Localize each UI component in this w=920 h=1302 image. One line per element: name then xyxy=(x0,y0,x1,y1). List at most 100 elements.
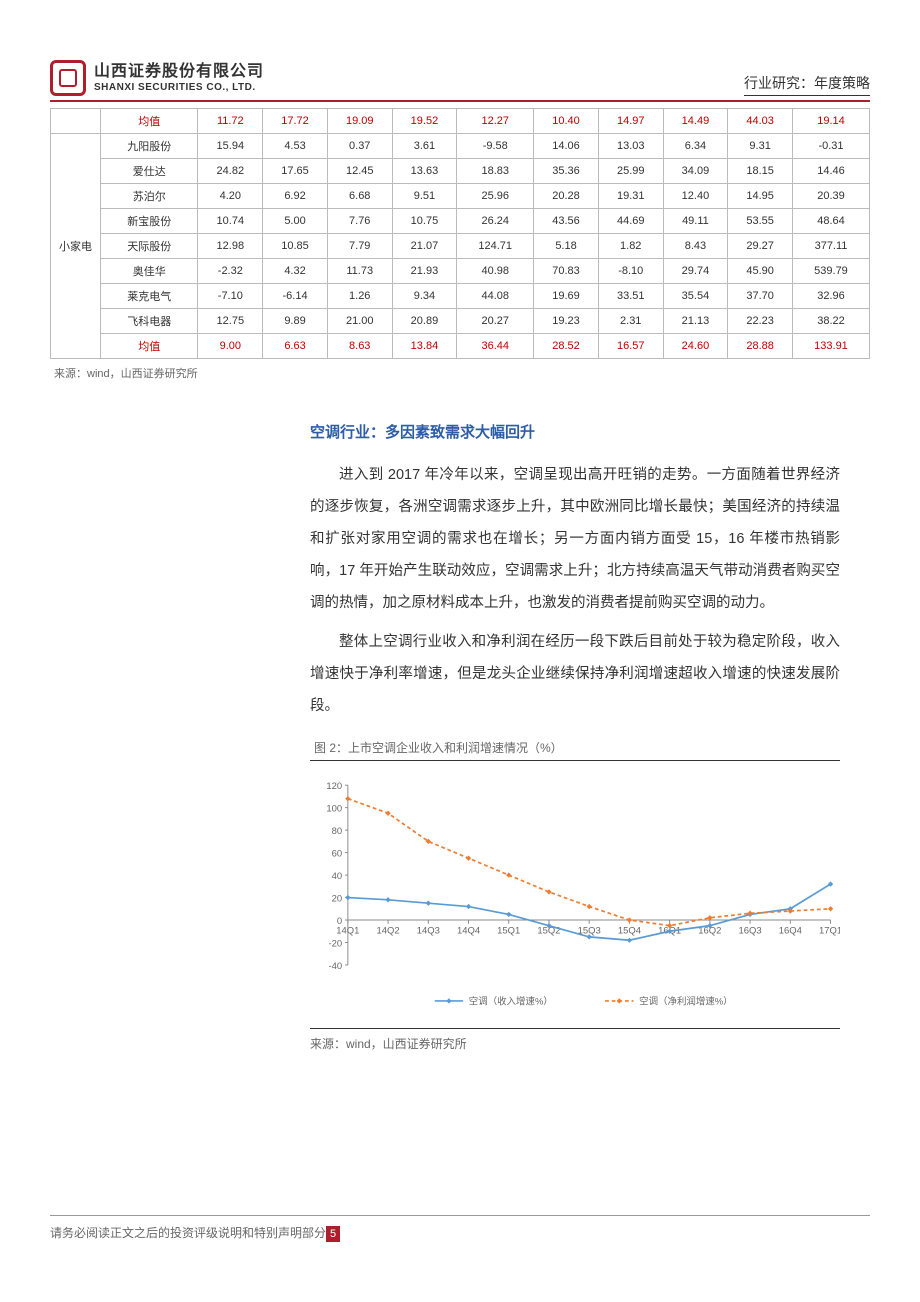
svg-text:15Q4: 15Q4 xyxy=(618,925,641,936)
value-cell: 24.60 xyxy=(663,334,728,359)
value-cell: 28.52 xyxy=(534,334,599,359)
svg-text:空调（收入增速%）: 空调（收入增速%） xyxy=(469,996,553,1008)
value-cell: 25.96 xyxy=(457,184,534,209)
value-cell: 8.43 xyxy=(663,234,728,259)
value-cell: 19.09 xyxy=(327,109,392,134)
value-cell: 13.63 xyxy=(392,159,457,184)
value-cell: 13.84 xyxy=(392,334,457,359)
value-cell: 45.90 xyxy=(728,259,793,284)
value-cell: 16.57 xyxy=(598,334,663,359)
page-number: 5 xyxy=(326,1226,340,1242)
value-cell: 29.74 xyxy=(663,259,728,284)
svg-text:14Q2: 14Q2 xyxy=(377,925,400,936)
value-cell: 19.31 xyxy=(598,184,663,209)
section-heading: 空调行业：多因素致需求大幅回升 xyxy=(310,421,840,442)
value-cell: 21.00 xyxy=(327,309,392,334)
value-cell: 37.70 xyxy=(728,284,793,309)
value-cell: 28.88 xyxy=(728,334,793,359)
value-cell: 6.63 xyxy=(263,334,328,359)
value-cell: 6.92 xyxy=(263,184,328,209)
table-row: 天际股份12.9810.857.7921.07124.715.181.828.4… xyxy=(51,234,870,259)
value-cell: 24.82 xyxy=(198,159,263,184)
value-cell: 18.83 xyxy=(457,159,534,184)
svg-text:40: 40 xyxy=(332,871,343,882)
value-cell: 0.37 xyxy=(327,134,392,159)
value-cell: 539.79 xyxy=(792,259,869,284)
value-cell: 43.56 xyxy=(534,209,599,234)
svg-text:17Q1: 17Q1 xyxy=(819,925,840,936)
value-cell: 8.63 xyxy=(327,334,392,359)
value-cell: 20.39 xyxy=(792,184,869,209)
value-cell: 11.73 xyxy=(327,259,392,284)
value-cell: -6.14 xyxy=(263,284,328,309)
value-cell: 6.68 xyxy=(327,184,392,209)
table-row: 奥佳华-2.324.3211.7321.9340.9870.83-8.1029.… xyxy=(51,259,870,284)
paragraph: 进入到 2017 年冷年以来，空调呈现出高开旺销的走势。一方面随着世界经济的逐步… xyxy=(310,460,840,619)
svg-text:14Q3: 14Q3 xyxy=(417,925,440,936)
row-name-cell: 九阳股份 xyxy=(101,134,198,159)
value-cell: 44.08 xyxy=(457,284,534,309)
table-row: 爱仕达24.8217.6512.4513.6318.8335.3625.9934… xyxy=(51,159,870,184)
value-cell: -8.10 xyxy=(598,259,663,284)
value-cell: 6.34 xyxy=(663,134,728,159)
value-cell: 11.72 xyxy=(198,109,263,134)
value-cell: 14.46 xyxy=(792,159,869,184)
value-cell: 48.64 xyxy=(792,209,869,234)
value-cell: 20.27 xyxy=(457,309,534,334)
value-cell: 7.76 xyxy=(327,209,392,234)
value-cell: 14.95 xyxy=(728,184,793,209)
value-cell: 19.23 xyxy=(534,309,599,334)
paragraph: 整体上空调行业收入和净利润在经历一段下跌后目前处于较为稳定阶段，收入增速快于净利… xyxy=(310,627,840,723)
value-cell: 7.79 xyxy=(327,234,392,259)
table-row: 新宝股份10.745.007.7610.7526.2443.5644.6949.… xyxy=(51,209,870,234)
value-cell: 12.27 xyxy=(457,109,534,134)
value-cell: -2.32 xyxy=(198,259,263,284)
row-name-cell: 均值 xyxy=(101,334,198,359)
svg-text:14Q1: 14Q1 xyxy=(336,925,359,936)
value-cell: 35.54 xyxy=(663,284,728,309)
value-cell: 38.22 xyxy=(792,309,869,334)
chart-container: -40-2002040608010012014Q114Q214Q314Q415Q… xyxy=(310,760,840,1029)
value-cell: 35.36 xyxy=(534,159,599,184)
row-name-cell: 苏泊尔 xyxy=(101,184,198,209)
value-cell: 29.27 xyxy=(728,234,793,259)
value-cell: 12.75 xyxy=(198,309,263,334)
brand: 山西证券股份有限公司 SHANXI SECURITIES CO., LTD. xyxy=(50,60,264,96)
svg-text:空调（净利润增速%）: 空调（净利润增速%） xyxy=(639,996,732,1008)
value-cell: 133.91 xyxy=(792,334,869,359)
brand-name-cn: 山西证券股份有限公司 xyxy=(94,62,264,81)
row-name-cell: 莱克电气 xyxy=(101,284,198,309)
line-chart: -40-2002040608010012014Q114Q214Q314Q415Q… xyxy=(310,769,840,1019)
value-cell: 2.31 xyxy=(598,309,663,334)
value-cell: 26.24 xyxy=(457,209,534,234)
svg-text:20: 20 xyxy=(332,893,343,904)
value-cell: 40.98 xyxy=(457,259,534,284)
value-cell: 377.11 xyxy=(792,234,869,259)
value-cell: 20.89 xyxy=(392,309,457,334)
value-cell: 124.71 xyxy=(457,234,534,259)
svg-text:80: 80 xyxy=(332,826,343,837)
company-logo-icon xyxy=(50,60,86,96)
svg-text:100: 100 xyxy=(326,804,342,815)
value-cell: 14.97 xyxy=(598,109,663,134)
value-cell: 4.20 xyxy=(198,184,263,209)
value-cell: 9.00 xyxy=(198,334,263,359)
value-cell: 4.32 xyxy=(263,259,328,284)
chart-source: 来源：wind，山西证券研究所 xyxy=(310,1035,840,1052)
value-cell: 10.75 xyxy=(392,209,457,234)
value-cell: 5.00 xyxy=(263,209,328,234)
value-cell: 44.69 xyxy=(598,209,663,234)
row-name-cell: 奥佳华 xyxy=(101,259,198,284)
value-cell: 21.07 xyxy=(392,234,457,259)
report-type-label: 行业研究：年度策略 xyxy=(744,73,870,96)
table-row: 小家电九阳股份15.944.530.373.61-9.5814.0613.036… xyxy=(51,134,870,159)
value-cell: 19.52 xyxy=(392,109,457,134)
category-cell: 小家电 xyxy=(51,134,101,359)
value-cell: -7.10 xyxy=(198,284,263,309)
table-row: 莱克电气-7.10-6.141.269.3444.0819.6933.5135.… xyxy=(51,284,870,309)
row-name-cell: 飞科电器 xyxy=(101,309,198,334)
value-cell: 9.89 xyxy=(263,309,328,334)
row-name-cell: 均值 xyxy=(101,109,198,134)
table-row: 均值9.006.638.6313.8436.4428.5216.5724.602… xyxy=(51,334,870,359)
svg-text:-20: -20 xyxy=(329,938,343,949)
